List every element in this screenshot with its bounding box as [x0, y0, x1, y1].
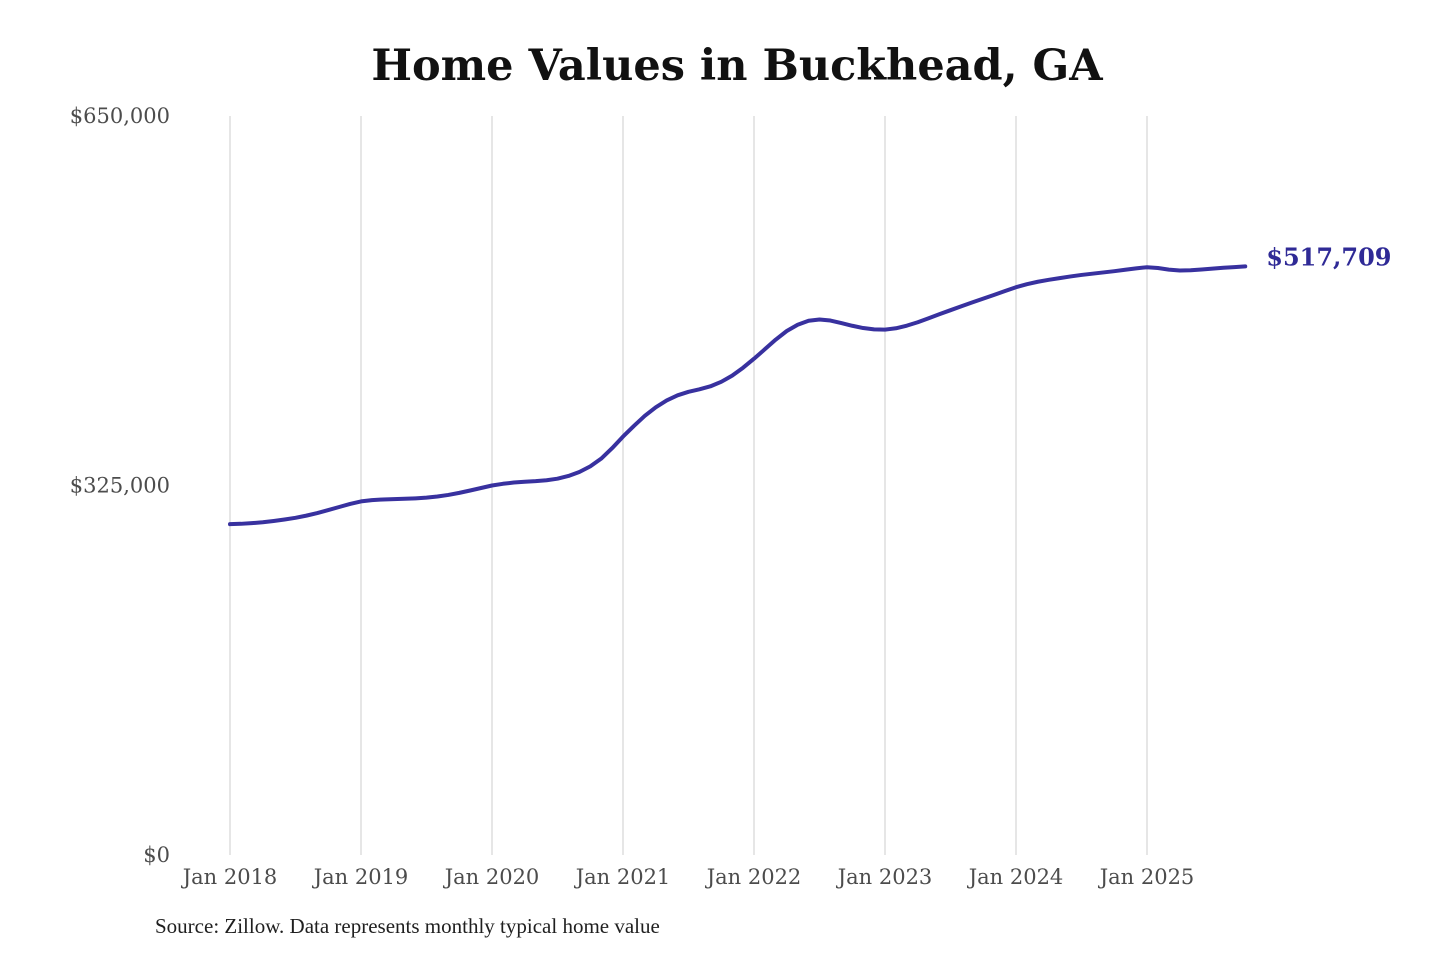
y-tick-label: $0: [143, 843, 170, 867]
y-tick-label: $325,000: [70, 474, 170, 498]
y-tick-label: $650,000: [70, 104, 170, 128]
source-note: Source: Zillow. Data represents monthly …: [155, 914, 660, 938]
x-axis-tick-labels: Jan 2018 Jan 2019 Jan 2020 Jan 2021 Jan 2022…: [181, 865, 1195, 889]
x-tick-label: Jan 2022: [705, 865, 802, 889]
x-tick-label: Jan 2021: [574, 865, 671, 889]
x-tick-label: Jan 2018: [181, 865, 278, 889]
latest-value-label: $517,709: [1266, 242, 1392, 272]
x-tick-label: Jan 2023: [836, 865, 933, 889]
x-tick-label: Jan 2019: [312, 865, 409, 889]
x-tick-label: Jan 2025: [1098, 865, 1195, 889]
x-tick-label: Jan 2024: [967, 865, 1064, 889]
home-value-series-line: [228, 264, 1248, 527]
gridlines: [229, 116, 1148, 855]
x-tick-label: Jan 2020: [443, 865, 540, 889]
chart-title: Home Values in Buckhead, GA: [371, 41, 1103, 91]
y-axis-tick-labels: $0 $325,000 $650,000: [70, 104, 170, 867]
